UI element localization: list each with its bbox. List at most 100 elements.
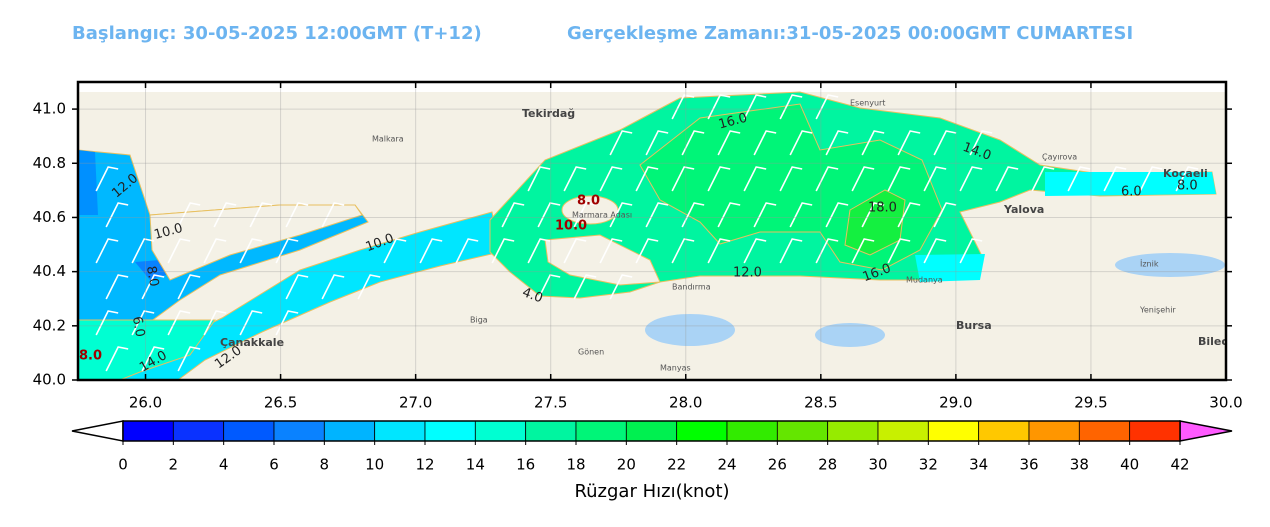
wind-barb [249, 202, 273, 228]
colorbar-segment [776, 420, 829, 442]
wind-barb [419, 238, 443, 264]
sea-area [915, 254, 985, 282]
place-label: Mudanya [906, 276, 943, 285]
colorbar-segment [827, 420, 879, 442]
wind-barb [933, 130, 957, 156]
colorbar-segment [223, 420, 275, 442]
contour-label: 8.0 [1177, 179, 1198, 194]
colorbar-segment [726, 420, 778, 442]
wind-barb [645, 202, 669, 228]
wind-barb [789, 202, 813, 228]
wind-barb [743, 238, 767, 264]
wind-barb [923, 238, 947, 264]
colorbar-segment [273, 420, 325, 442]
wind-barb [707, 166, 731, 192]
wind-barb [897, 202, 921, 228]
wind-barb [779, 166, 803, 192]
wind-barb [753, 130, 777, 156]
x-tick-label: 26.5 [264, 394, 297, 412]
wind-barb [887, 238, 911, 264]
wind-barb [861, 202, 885, 228]
wind-barb [537, 202, 561, 228]
wind-barb [131, 238, 155, 264]
colorbar-tick-label: 10 [365, 456, 384, 474]
wind-barb [599, 238, 623, 264]
colorbar-tick-label: 28 [818, 456, 837, 474]
place-label: Yalova [1003, 203, 1044, 216]
wind-barb [645, 130, 669, 156]
place-label: Biga [470, 316, 488, 325]
y-tick-label: 40.8 [33, 154, 66, 172]
place-label: Çayırova [1042, 153, 1077, 162]
wind-barb [779, 238, 803, 264]
wind-barb [753, 202, 777, 228]
wind-barb [815, 94, 839, 120]
wind-barb [203, 238, 227, 264]
place-label: Marmara Adası [572, 211, 632, 220]
contour-label: 10.0 [555, 219, 587, 234]
x-tick-label: 27.0 [399, 394, 432, 412]
colorbar-under [71, 420, 124, 442]
wind-barb [95, 238, 119, 264]
wind-barb [203, 310, 227, 336]
wind-barb [681, 130, 705, 156]
wind-barb [239, 238, 263, 264]
wind-barb [285, 274, 309, 300]
colorbar-tick-label: 26 [768, 456, 787, 474]
colorbar-tick-label: 38 [1070, 456, 1089, 474]
wind-barb [285, 202, 309, 228]
wind-barb [933, 202, 957, 228]
wind-barb [671, 238, 695, 264]
colorbar-tick-label: 14 [466, 456, 485, 474]
place-label: Kocaeli [1163, 167, 1208, 180]
colorbar-tick-label: 4 [219, 456, 229, 474]
wind-barb [105, 202, 129, 228]
place-label: İznik [1140, 259, 1159, 269]
wind-barb [95, 166, 119, 192]
wind-barb [609, 274, 633, 300]
colorbar-tick-label: 0 [118, 456, 128, 474]
map-frame [76, 80, 1228, 382]
contour-label: 8.0 [79, 349, 102, 364]
wind-barb [717, 130, 741, 156]
wind-barb [1031, 166, 1055, 192]
place-label: Tekirdağ [522, 107, 575, 120]
colorbar-segment [1078, 420, 1131, 442]
wind-barb [141, 274, 165, 300]
wind-barb [995, 166, 1019, 192]
x-tick-label: 30.0 [1209, 394, 1242, 412]
wind-barb [491, 238, 515, 264]
contour-label: 8.0 [577, 194, 600, 209]
wind-barb [671, 94, 695, 120]
wind-barb [671, 166, 695, 192]
wind-barb [923, 166, 947, 192]
valid-time: Gerçekleşme Zamanı:31-05-2025 00:00GMT C… [567, 23, 1133, 44]
wind-barb [609, 130, 633, 156]
wind-barb [779, 94, 803, 120]
wind-barb [825, 202, 849, 228]
wind-barb [131, 310, 155, 336]
wind-barb [851, 238, 875, 264]
wind-barb [635, 238, 659, 264]
colorbar-segment [122, 420, 174, 442]
wind-barb [275, 238, 299, 264]
sea [78, 91, 1217, 380]
place-label: Manyas [660, 364, 691, 373]
wind-barb [455, 238, 479, 264]
wind-barb [635, 166, 659, 192]
place-label: Yenişehir [1139, 306, 1176, 315]
wind-barb [1175, 166, 1199, 192]
wind-barb [1067, 166, 1091, 192]
wind-barb [383, 238, 407, 264]
wind-barb [609, 202, 633, 228]
wind-barb [321, 202, 345, 228]
colorbar-tick-label: 36 [1019, 456, 1038, 474]
wind-barb [239, 310, 263, 336]
x-tick-label: 28.5 [804, 394, 837, 412]
colorbar-tick-label: 12 [415, 456, 434, 474]
wind-barb [357, 274, 381, 300]
wind-barb [573, 274, 597, 300]
axes: 26.0 26.5 27.0 27.5 28.0 28.5 29.0 29.5 30.0 40.0… [33, 82, 1243, 412]
wind-barb [1103, 166, 1127, 192]
